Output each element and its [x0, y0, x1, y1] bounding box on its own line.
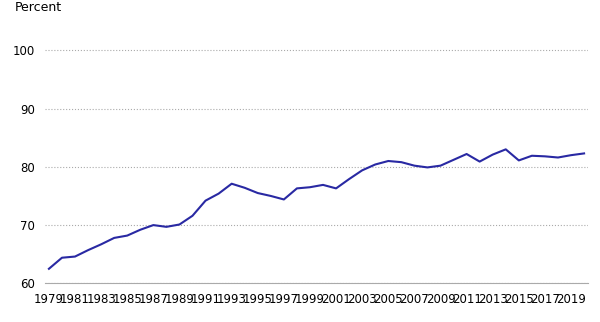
Text: Percent: Percent	[15, 1, 62, 14]
